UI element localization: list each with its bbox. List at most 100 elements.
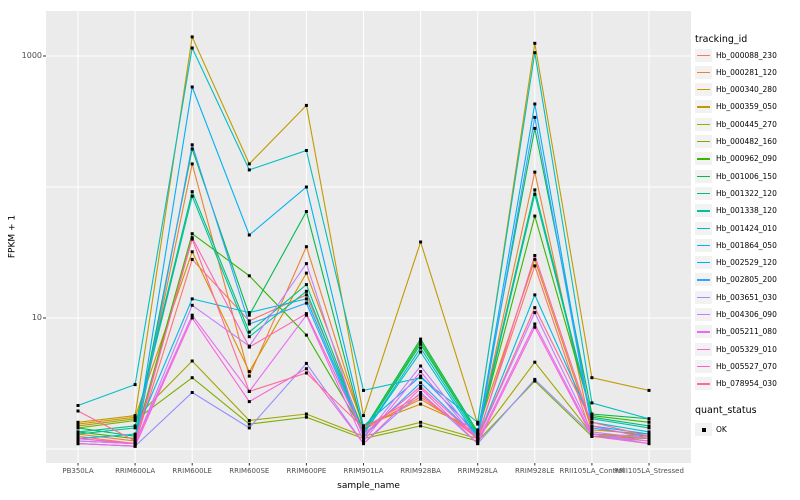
quant-status-key-square-icon xyxy=(695,423,712,436)
legend-key-swatch xyxy=(695,238,712,252)
x-tick-label-RRIM600PE: RRIM600PE xyxy=(286,467,327,475)
data-point xyxy=(533,322,537,326)
legend-entry-label: Hb_000088_230 xyxy=(716,50,777,60)
data-point xyxy=(362,424,365,428)
x-tick-label-RRIM600SE: RRIM600SE xyxy=(229,467,270,475)
legend-entry-label: Hb_002805_200 xyxy=(716,275,777,285)
data-point xyxy=(304,185,308,189)
data-point xyxy=(362,442,365,446)
data-point xyxy=(533,102,537,106)
data-point xyxy=(647,434,651,438)
data-point xyxy=(190,143,194,147)
data-point xyxy=(190,147,194,151)
data-point xyxy=(190,391,194,394)
data-point xyxy=(190,316,194,320)
data-point xyxy=(190,35,194,39)
data-point xyxy=(133,442,137,446)
legend-key-swatch xyxy=(695,256,712,270)
legend-entry-Hb_001322_120: Hb_001322_120 xyxy=(695,185,777,202)
data-point xyxy=(76,430,80,434)
data-point xyxy=(304,361,308,365)
data-point xyxy=(190,313,194,317)
legend-key-swatch xyxy=(695,152,712,166)
data-point xyxy=(247,162,251,166)
data-point xyxy=(76,434,80,438)
x-tick-label-RRIM600LE: RRIM600LE xyxy=(172,467,212,475)
legend-key-swatch xyxy=(695,135,712,148)
data-point xyxy=(247,319,251,323)
legend-entry-label: Hb_003651_030 xyxy=(716,292,777,302)
data-point xyxy=(533,311,537,315)
data-point xyxy=(590,424,594,428)
legend-key-swatch xyxy=(695,204,712,218)
data-point xyxy=(304,333,308,337)
legend-title-quant-status: quant_status xyxy=(695,405,757,416)
x-axis-title: sample_name xyxy=(337,481,400,491)
data-point xyxy=(304,283,308,287)
data-point xyxy=(304,245,308,249)
data-point xyxy=(476,420,480,424)
data-point xyxy=(476,432,480,436)
legend-entry-label: Hb_000482_160 xyxy=(716,137,777,146)
legend-entry-label: Hb_000359_050 xyxy=(716,102,777,112)
data-point xyxy=(190,237,194,241)
legend-entry-Hb_001864_050: Hb_001864_050 xyxy=(695,237,777,254)
y-axis-title: FPKM + 1 xyxy=(7,214,18,259)
data-point xyxy=(247,330,251,334)
data-point xyxy=(133,417,137,421)
data-point xyxy=(76,404,80,407)
data-point xyxy=(476,439,480,443)
legend-key-swatch xyxy=(695,186,712,200)
legend-entry-Hb_001424_010: Hb_001424_010 xyxy=(695,220,777,237)
data-point xyxy=(533,360,537,364)
data-point xyxy=(476,428,480,432)
legend-entry-Hb_001338_120: Hb_001338_120 xyxy=(695,202,777,219)
data-point xyxy=(76,426,80,430)
legend-entry-label: Hb_004306_090 xyxy=(716,310,777,319)
data-point xyxy=(419,386,423,390)
data-point xyxy=(419,240,423,244)
legend-key-swatch xyxy=(695,308,712,321)
data-point xyxy=(362,430,365,434)
legend-entry-Hb_000088_230: Hb_000088_230 xyxy=(695,47,777,64)
data-point xyxy=(247,419,251,422)
data-point xyxy=(247,422,251,426)
data-point xyxy=(304,371,308,375)
data-point xyxy=(419,376,423,380)
data-point xyxy=(133,426,137,430)
data-point xyxy=(533,192,537,196)
data-point xyxy=(533,41,537,45)
legend-entry-Hb_003651_030: Hb_003651_030 xyxy=(695,289,777,306)
data-point xyxy=(190,194,194,198)
data-point xyxy=(590,430,594,434)
data-point xyxy=(533,188,537,192)
data-point xyxy=(304,312,308,316)
legend-entry-label: Hb_005527_070 xyxy=(716,361,777,371)
legend-key-swatch xyxy=(695,48,712,62)
data-point xyxy=(533,115,537,119)
data-point xyxy=(362,388,365,392)
data-point xyxy=(133,432,137,436)
data-point xyxy=(419,402,423,406)
data-point xyxy=(362,437,365,441)
legend-entry-Hb_005211_080: Hb_005211_080 xyxy=(695,323,777,340)
data-point xyxy=(647,420,651,424)
data-point xyxy=(133,383,137,387)
data-point xyxy=(362,432,365,436)
legend-entry-Hb_005329_010: Hb_005329_010 xyxy=(695,341,777,358)
legend-key-swatch xyxy=(695,273,712,287)
legend-entry-quant-OK: OK xyxy=(695,421,727,438)
legend-entry-label: Hb_000962_090 xyxy=(716,154,777,164)
data-point xyxy=(133,414,137,418)
data-point xyxy=(590,428,594,432)
data-point xyxy=(590,417,594,421)
data-point xyxy=(419,424,423,428)
data-point xyxy=(419,395,423,399)
legend-entry-label: Hb_005329_010 xyxy=(716,344,777,354)
data-point xyxy=(304,103,308,107)
legend-entry-label: Hb_078954_030 xyxy=(716,379,777,389)
data-point xyxy=(419,340,423,344)
legend-entry-Hb_004306_090: Hb_004306_090 xyxy=(695,306,777,323)
legend-entry-Hb_000962_090: Hb_000962_090 xyxy=(695,150,777,167)
